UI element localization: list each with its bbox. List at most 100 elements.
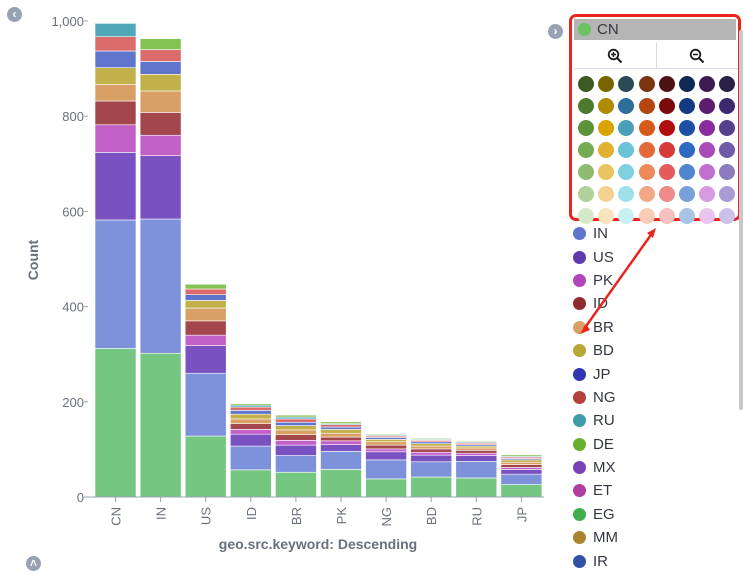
color-swatch[interactable] — [699, 186, 716, 202]
bar-segment-id[interactable] — [230, 403, 272, 406]
color-swatch[interactable] — [638, 164, 655, 180]
bar-segment-in[interactable] — [139, 74, 182, 92]
color-swatch[interactable] — [598, 164, 615, 180]
bar-segment-us[interactable] — [184, 320, 227, 336]
color-swatch[interactable] — [699, 208, 716, 224]
scroll-up-icon[interactable]: ˄ — [26, 556, 41, 571]
legend-item-ir[interactable]: IR — [573, 549, 733, 572]
legend-item-mm[interactable]: MM — [573, 526, 733, 549]
bar-segment-id[interactable] — [230, 413, 272, 420]
bar-segment-br[interactable] — [275, 434, 317, 441]
color-swatch[interactable] — [699, 164, 716, 180]
color-swatch[interactable] — [658, 120, 675, 136]
bar-segment-pk[interactable] — [320, 436, 362, 442]
legend-item-ru[interactable]: RU — [573, 409, 733, 432]
bar-segment-us[interactable] — [184, 300, 227, 309]
bar-segment-br[interactable] — [275, 444, 317, 456]
color-swatch[interactable] — [658, 142, 675, 158]
bar-segment-in[interactable] — [139, 218, 182, 354]
color-swatch[interactable] — [578, 142, 595, 158]
legend-item-id[interactable]: ID — [573, 292, 733, 315]
bars[interactable] — [94, 23, 543, 498]
color-swatch[interactable] — [679, 98, 696, 114]
color-swatch[interactable] — [658, 76, 675, 92]
legend-item-eg[interactable]: EG — [573, 503, 733, 526]
bar-segment-ng[interactable] — [365, 433, 407, 436]
bar-segment-jp[interactable] — [500, 484, 543, 498]
color-swatch[interactable] — [679, 76, 696, 92]
bar-segment-in[interactable] — [139, 352, 182, 498]
bar-segment-cn[interactable] — [94, 67, 137, 85]
legend-item-us[interactable]: US — [573, 245, 733, 268]
bar-segment-bd[interactable] — [410, 448, 453, 453]
bar-segment-id[interactable] — [230, 418, 272, 424]
color-swatch[interactable] — [578, 120, 595, 136]
bar-segment-ru[interactable] — [455, 447, 498, 451]
color-swatch[interactable] — [679, 120, 696, 136]
bar-segment-us[interactable] — [184, 283, 227, 290]
bar-segment-us[interactable] — [184, 288, 227, 296]
bar-segment-br[interactable] — [275, 425, 317, 431]
bar-segment-pk[interactable] — [320, 432, 362, 438]
bar-segment-pk[interactable] — [320, 429, 362, 434]
bar-segment-us[interactable] — [184, 334, 227, 346]
bar-segment-bd[interactable] — [410, 454, 453, 463]
bar-segment-in[interactable] — [139, 112, 182, 136]
bar-segment-us[interactable] — [184, 345, 227, 374]
bar-segment-ng[interactable] — [365, 451, 407, 461]
color-swatch[interactable] — [719, 186, 736, 202]
bar-segment-bd[interactable] — [410, 451, 453, 456]
color-swatch[interactable] — [618, 142, 635, 158]
expand-legend-icon[interactable]: › — [548, 24, 563, 39]
bar-segment-jp[interactable] — [500, 464, 543, 468]
color-swatch[interactable] — [598, 98, 615, 114]
bar-segment-br[interactable] — [275, 455, 317, 473]
bar-segment-pk[interactable] — [320, 451, 362, 470]
bar-segment-cn[interactable] — [94, 124, 137, 153]
color-swatch[interactable] — [618, 164, 635, 180]
bar-segment-ru[interactable] — [455, 460, 498, 479]
color-swatch[interactable] — [679, 164, 696, 180]
color-swatch[interactable] — [719, 98, 736, 114]
bar-segment-pk[interactable] — [320, 440, 362, 445]
legend-item-in[interactable]: IN — [573, 222, 733, 245]
bar-segment-id[interactable] — [230, 429, 272, 435]
color-swatch[interactable] — [699, 76, 716, 92]
bar-segment-pk[interactable] — [320, 444, 362, 452]
legend-item-br[interactable]: BR — [573, 316, 733, 339]
color-swatch[interactable] — [658, 186, 675, 202]
bar-segment-cn[interactable] — [94, 36, 137, 52]
color-swatch[interactable] — [719, 208, 736, 224]
bar-segment-ng[interactable] — [365, 441, 407, 446]
legend-item-mx[interactable]: MX — [573, 456, 733, 479]
zoom-out-button[interactable] — [656, 43, 738, 69]
color-swatch[interactable] — [638, 208, 655, 224]
bar-segment-us[interactable] — [184, 372, 227, 437]
bar-segment-br[interactable] — [275, 421, 317, 426]
color-swatch[interactable] — [638, 98, 655, 114]
color-swatch[interactable] — [719, 164, 736, 180]
color-swatch[interactable] — [719, 142, 736, 158]
bar-segment-jp[interactable] — [500, 461, 543, 465]
bar-segment-cn[interactable] — [94, 348, 137, 498]
legend-item-pk[interactable]: PK — [573, 269, 733, 292]
bar-segment-ru[interactable] — [455, 477, 498, 498]
color-swatch[interactable] — [578, 208, 595, 224]
color-swatch[interactable] — [658, 164, 675, 180]
bar-segment-cn[interactable] — [94, 219, 137, 349]
color-swatch[interactable] — [618, 76, 635, 92]
color-swatch[interactable] — [638, 186, 655, 202]
color-swatch[interactable] — [578, 186, 595, 202]
color-swatch[interactable] — [618, 208, 635, 224]
color-swatch[interactable] — [679, 208, 696, 224]
bar-segment-br[interactable] — [275, 414, 317, 418]
bar-segment-jp[interactable] — [500, 459, 543, 463]
bar-segment-jp[interactable] — [500, 473, 543, 485]
bar-segment-pk[interactable] — [320, 469, 362, 498]
collapse-left-icon[interactable]: ‹ — [7, 7, 22, 22]
color-swatch[interactable] — [658, 208, 675, 224]
bar-segment-ng[interactable] — [365, 448, 407, 453]
color-swatch[interactable] — [679, 186, 696, 202]
color-swatch[interactable] — [679, 142, 696, 158]
bar-segment-ng[interactable] — [365, 439, 407, 443]
